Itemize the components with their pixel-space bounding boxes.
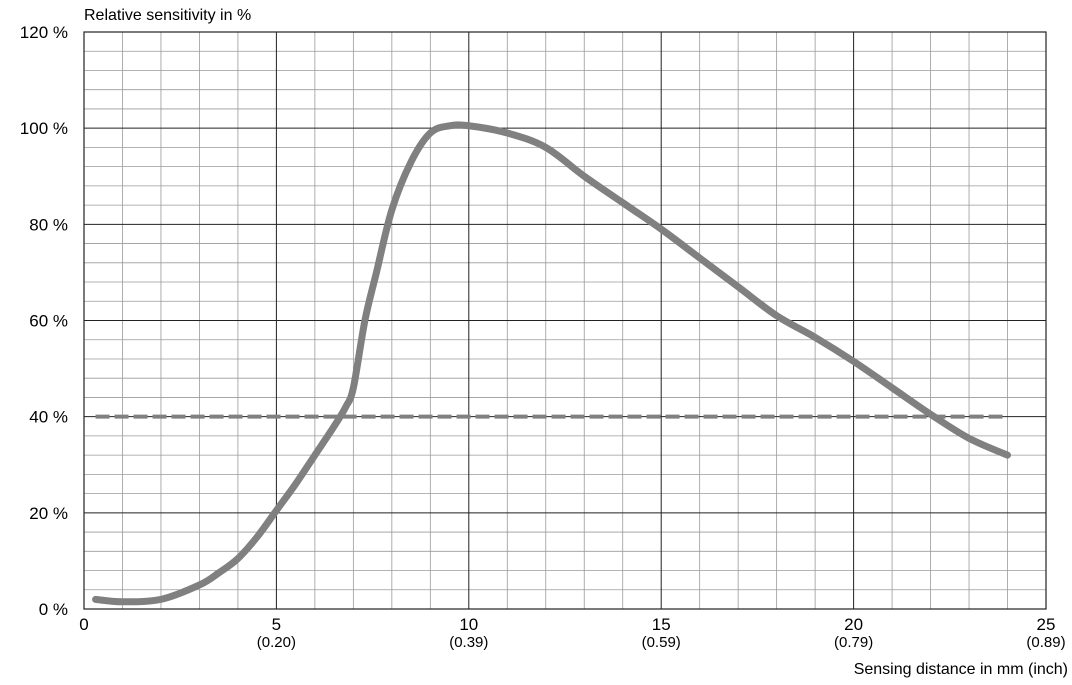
grid-major: [84, 32, 1046, 609]
y-tick-label: 120 %: [20, 23, 68, 42]
x-tick-label: 5: [272, 615, 281, 634]
x-tick-label: 20: [844, 615, 863, 634]
y-tick-label: 20 %: [29, 504, 68, 523]
x-tick-label: 25: [1037, 615, 1056, 634]
y-tick-label: 0 %: [39, 600, 68, 619]
x-tick-sublabel: (0.59): [642, 634, 681, 651]
x-tick-sublabel: (0.39): [449, 634, 488, 651]
x-tick-sublabel: (0.79): [834, 634, 873, 651]
y-tick-label: 100 %: [20, 119, 68, 138]
x-axis-label: Sensing distance in mm (inch): [854, 661, 1068, 678]
sensitivity-curve: [96, 125, 1008, 602]
x-tick-label: 0: [79, 615, 88, 634]
series-layer: [96, 125, 1008, 602]
y-tick-label: 40 %: [29, 408, 68, 427]
x-tick-labels: 0 5(0.20) 10(0.39) 15(0.59) 20(0.79) 25(0.89): [79, 615, 1065, 651]
y-axis-label: Relative sensitivity in %: [84, 7, 251, 24]
x-tick-sublabel: (0.89): [1026, 634, 1065, 651]
y-tick-label: 80 %: [29, 215, 68, 234]
y-tick-label: 60 %: [29, 312, 68, 331]
x-tick-sublabel: (0.20): [257, 634, 296, 651]
x-tick-label: 15: [652, 615, 671, 634]
x-tick-label: 10: [459, 615, 478, 634]
y-tick-labels: 0 % 20 % 40 % 60 % 80 % 100 % 120 %: [20, 23, 68, 619]
